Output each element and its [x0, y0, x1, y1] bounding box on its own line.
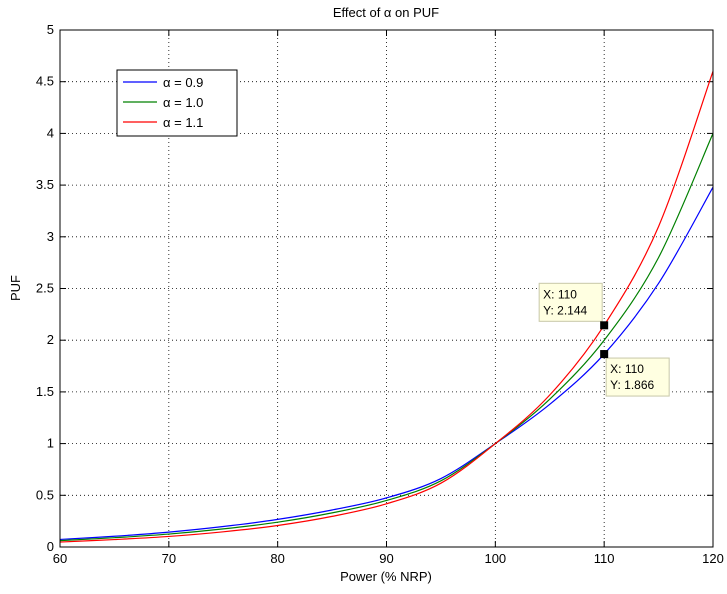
- series-lines: [59, 71, 714, 543]
- y-tick-label: 3.5: [36, 177, 54, 192]
- y-tick-label: 4.5: [36, 74, 54, 89]
- x-tick-label: 70: [162, 551, 176, 566]
- x-tick-label: 80: [270, 551, 284, 566]
- y-tick-label: 2: [47, 332, 54, 347]
- data-tip-y-1: Y: 2.144: [543, 303, 587, 317]
- y-tick-label: 3: [47, 229, 54, 244]
- data-tips: X: 110 Y: 2.144 X: 110 Y: 1.866: [538, 282, 670, 397]
- legend-label-1: α = 0.9: [163, 75, 203, 90]
- legend-box: [116, 69, 238, 137]
- series-line-1: [59, 186, 714, 541]
- x-tick-label: 100: [484, 551, 506, 566]
- plot-frame: [59, 29, 714, 548]
- x-tick-label: 90: [379, 551, 393, 566]
- data-tip-marker-2[interactable]: [600, 350, 609, 359]
- chart-title: Effect of α on PUF: [333, 5, 439, 20]
- y-tick-label: 1.5: [36, 384, 54, 399]
- data-tip-x-2: X: 110: [610, 362, 644, 376]
- y-tick-label: 0: [47, 539, 54, 554]
- series-line-3: [59, 71, 714, 543]
- y-tick-label: 0.5: [36, 487, 54, 502]
- data-tip-box-2: [605, 357, 670, 397]
- data-tip-box-1: [538, 282, 603, 322]
- legend-label-3: α = 1.1: [163, 115, 203, 130]
- x-tick-label: 60: [53, 551, 67, 566]
- x-tick-label: 110: [594, 551, 615, 566]
- data-tip-marker-1[interactable]: [600, 321, 609, 330]
- legend-label-2: α = 1.0: [163, 95, 203, 110]
- series-line-2: [59, 133, 714, 542]
- x-tick-label: 120: [702, 551, 724, 566]
- data-tip-x-1: X: 110: [543, 287, 577, 301]
- tick-labels: 60 70 80 90 100 110 120 0 0.5 1 1.5 2 2.5 3 3.5 4 4.5 5: [36, 22, 724, 566]
- y-tick-label: 5: [47, 22, 54, 37]
- y-axis-label: PUF: [8, 275, 23, 301]
- legend: α = 0.9 α = 1.0 α = 1.1: [116, 69, 238, 137]
- x-axis-label: Power (% NRP): [340, 569, 432, 584]
- y-tick-label: 4: [47, 125, 54, 140]
- y-tick-label: 1: [47, 436, 54, 451]
- y-tick-label: 2.5: [36, 281, 54, 296]
- data-tip-y-2: Y: 1.866: [610, 378, 654, 392]
